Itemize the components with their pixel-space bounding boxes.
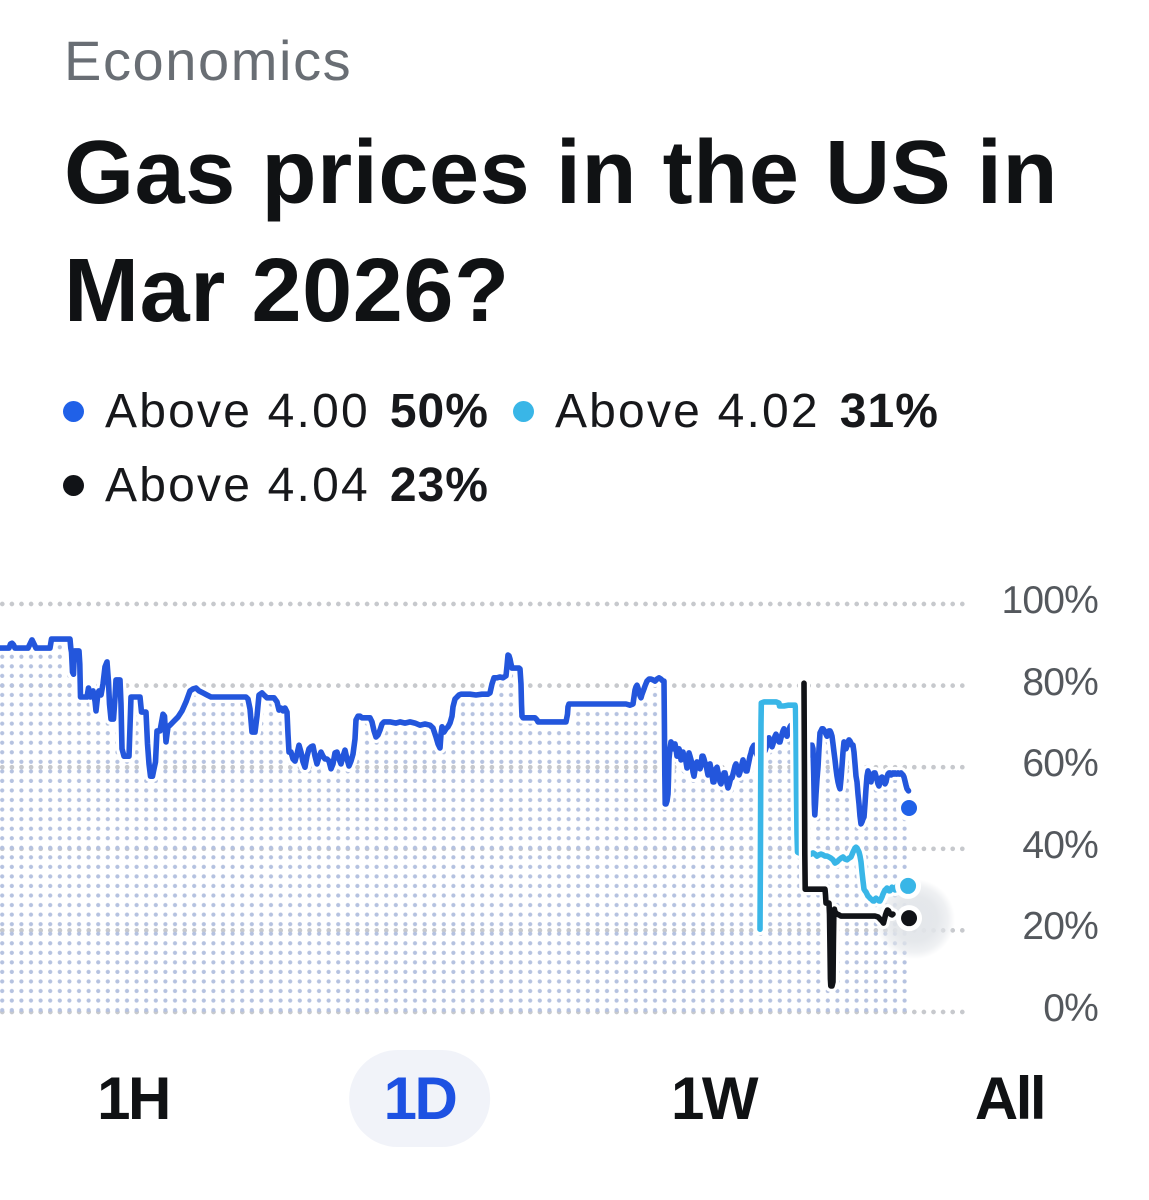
legend-item-above-4-02[interactable]: Above 4.02 31% xyxy=(512,385,939,438)
legend-item-above-4-00[interactable]: Above 4.00 50% xyxy=(63,385,489,438)
legend-value: 31% xyxy=(839,385,939,438)
chart-canvas xyxy=(0,601,965,1014)
y-axis-tick: 20% xyxy=(1022,905,1098,949)
timeframe-all[interactable]: All xyxy=(975,1050,1047,1147)
legend: Above 4.00 50% Above 4.02 31% Above 4.04… xyxy=(0,385,1000,512)
market-header: Economics Gas prices in the US in Mar 202… xyxy=(0,0,1149,350)
y-axis-tick: 80% xyxy=(1022,660,1098,704)
legend-value: 50% xyxy=(389,385,489,438)
series-dot-blue xyxy=(63,401,84,422)
y-axis-tick: 60% xyxy=(1022,742,1098,786)
price-chart[interactable]: 100% 80% 60% 40% 20% 0% xyxy=(0,564,1149,1034)
title-line-2: Mar 2026? xyxy=(64,240,510,341)
timeframe-1d[interactable]: 1D xyxy=(348,1049,491,1147)
y-axis-tick: 0% xyxy=(1043,987,1099,1030)
category-label: Economics xyxy=(64,29,353,92)
legend-label: Above 4.02 xyxy=(554,385,820,438)
y-axis-tick: 40% xyxy=(1022,823,1098,867)
title-line-1: Gas prices in the US in xyxy=(64,122,1059,223)
legend-label: Above 4.00 xyxy=(105,385,370,438)
timeframe-1w[interactable]: 1W xyxy=(671,1050,759,1147)
legend-value: 23% xyxy=(389,459,489,512)
timeframe-1h[interactable]: 1H xyxy=(97,1050,171,1147)
timeframe-selector: 1H 1D 1W All xyxy=(0,1049,1149,1147)
series-dot-cyan xyxy=(512,401,534,422)
legend-label: Above 4.04 xyxy=(105,459,370,512)
market-title: Gas prices in the US in Mar 2026? xyxy=(64,114,1109,350)
series-dot-black xyxy=(63,475,84,496)
y-axis-tick: 100% xyxy=(1001,579,1098,622)
legend-item-above-4-04[interactable]: Above 4.04 23% xyxy=(63,459,489,512)
